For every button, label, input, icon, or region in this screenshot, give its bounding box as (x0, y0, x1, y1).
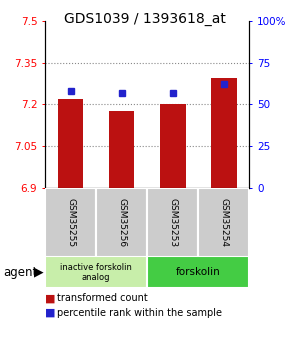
Bar (147, 188, 198, 257)
Text: transformed count: transformed count (57, 294, 147, 303)
Text: GSM35254: GSM35254 (219, 198, 228, 247)
Bar (58, 99, 83, 188)
Bar (45, 256, 147, 288)
Bar (160, 104, 186, 188)
Text: agent: agent (3, 266, 37, 279)
Bar (211, 78, 237, 188)
Bar (109, 111, 134, 188)
Bar (96, 188, 147, 257)
Bar (198, 188, 249, 257)
Text: percentile rank within the sample: percentile rank within the sample (57, 308, 222, 318)
Text: GSM35253: GSM35253 (168, 198, 177, 247)
Bar (45, 188, 96, 257)
Text: GSM35255: GSM35255 (66, 198, 75, 247)
Text: GSM35256: GSM35256 (117, 198, 126, 247)
Text: ▶: ▶ (34, 266, 44, 279)
Text: forskolin: forskolin (176, 267, 221, 277)
Bar (147, 256, 249, 288)
Text: ■: ■ (45, 294, 55, 303)
Text: GDS1039 / 1393618_at: GDS1039 / 1393618_at (64, 12, 226, 26)
Text: inactive forskolin
analog: inactive forskolin analog (60, 263, 132, 282)
Text: ■: ■ (45, 308, 55, 318)
